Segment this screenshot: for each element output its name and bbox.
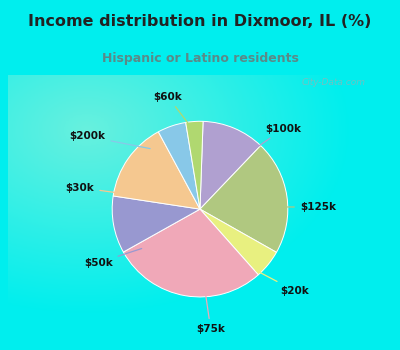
Wedge shape: [200, 121, 261, 209]
Wedge shape: [113, 132, 200, 209]
Wedge shape: [123, 209, 258, 297]
Wedge shape: [200, 146, 288, 252]
Text: $75k: $75k: [196, 295, 225, 334]
Text: $100k: $100k: [247, 124, 302, 154]
Text: Hispanic or Latino residents: Hispanic or Latino residents: [102, 52, 298, 65]
Text: $60k: $60k: [154, 92, 190, 126]
Wedge shape: [200, 209, 276, 275]
Wedge shape: [158, 122, 200, 209]
Text: $200k: $200k: [70, 131, 150, 149]
Text: Income distribution in Dixmoor, IL (%): Income distribution in Dixmoor, IL (%): [28, 14, 372, 29]
Text: $125k: $125k: [283, 202, 336, 212]
Text: $20k: $20k: [256, 271, 309, 295]
Text: $50k: $50k: [84, 248, 142, 268]
Wedge shape: [186, 121, 203, 209]
Text: City-Data.com: City-Data.com: [302, 78, 366, 88]
Text: $30k: $30k: [66, 183, 124, 194]
Wedge shape: [112, 196, 200, 252]
